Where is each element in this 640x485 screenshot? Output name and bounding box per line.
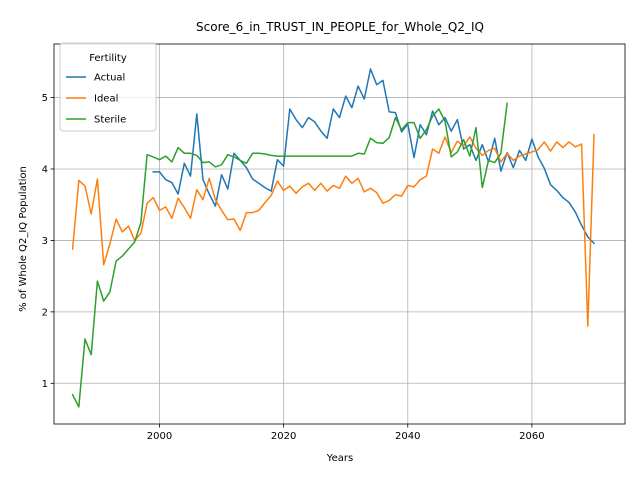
legend-label-ideal: Ideal bbox=[94, 94, 118, 105]
chart-title: Score_6_in_TRUST_IN_PEOPLE_for_Whole_Q2_… bbox=[196, 20, 484, 34]
y-tick-label: 2 bbox=[42, 307, 48, 318]
plot-frame bbox=[53, 43, 626, 425]
x-axis-label: Years bbox=[326, 453, 353, 464]
series-line-actual bbox=[152, 68, 596, 245]
x-tick-label: 2000 bbox=[147, 431, 172, 442]
legend-label-sterile: Sterile bbox=[94, 115, 126, 126]
legend: Fertility Actual Ideal Sterile bbox=[59, 42, 157, 132]
y-tick-label: 3 bbox=[42, 236, 48, 247]
legend-box bbox=[59, 42, 157, 132]
axis-ticks: 2000 2020 2040 2060 1 2 3 4 5 bbox=[42, 93, 545, 442]
series-lines bbox=[71, 68, 596, 408]
x-tick-label: 2060 bbox=[519, 431, 544, 442]
series-line-sterile bbox=[71, 102, 508, 408]
series-line-ideal bbox=[71, 133, 595, 327]
legend-label-actual: Actual bbox=[94, 73, 125, 84]
legend-title: Fertility bbox=[89, 53, 127, 64]
x-tick-label: 2040 bbox=[395, 431, 420, 442]
y-tick-label: 5 bbox=[42, 93, 48, 104]
y-axis-label: % of Whole Q2_IQ Population bbox=[18, 166, 29, 312]
y-tick-label: 4 bbox=[42, 165, 48, 176]
y-tick-label: 1 bbox=[42, 379, 48, 390]
x-tick-label: 2020 bbox=[271, 431, 296, 442]
